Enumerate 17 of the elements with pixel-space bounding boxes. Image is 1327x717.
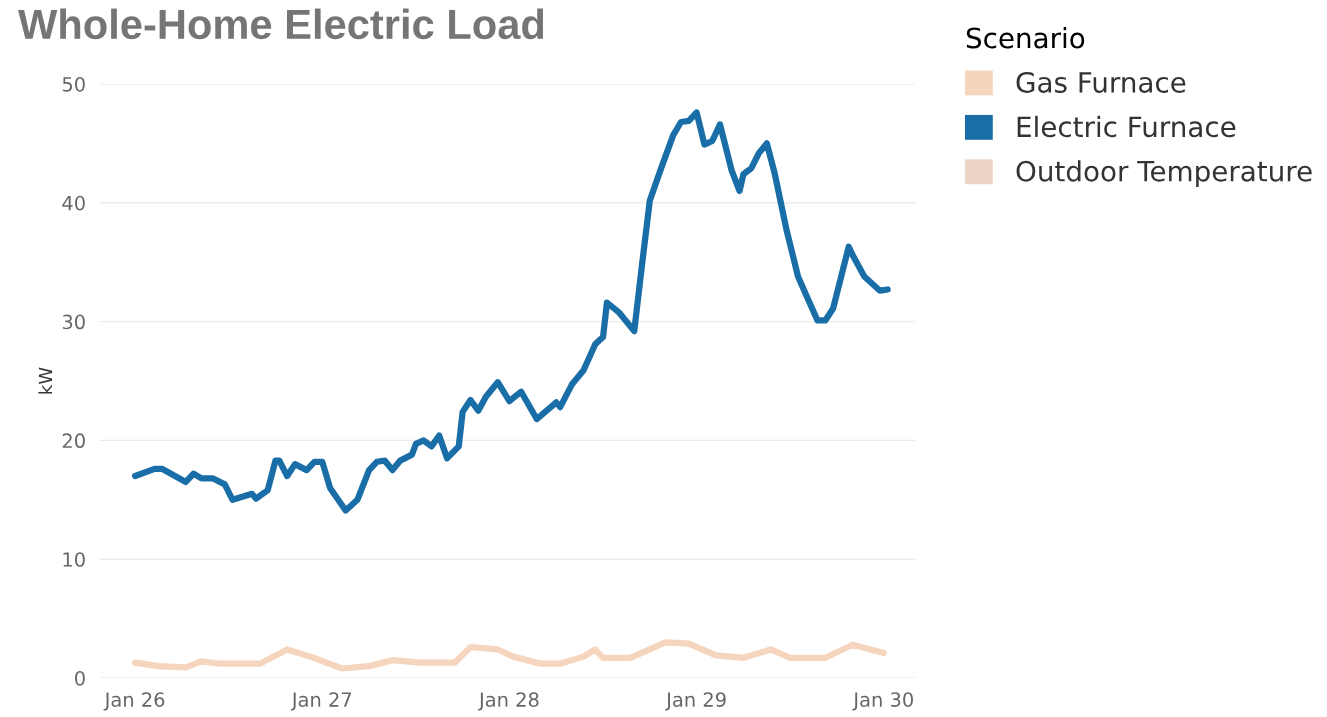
y-tick-label: 0: [75, 670, 85, 686]
legend-label: Gas Furnace: [1016, 71, 1186, 93]
x-tick-label: Jan 30: [852, 692, 913, 711]
x-tick-label: Jan 29: [665, 692, 726, 711]
x-tick-label: Jan 28: [478, 692, 539, 711]
y-tick-label: 10: [63, 552, 85, 567]
y-tick-label: 50: [62, 76, 85, 92]
y-axis-title: kW: [38, 367, 53, 394]
y-tick-label: 30: [62, 314, 85, 330]
x-tick-label: Jan 27: [290, 692, 352, 711]
legend-label: Outdoor Temperature: [1016, 160, 1312, 188]
legend-title: Scenario: [966, 27, 1085, 49]
y-tick-label: 40: [62, 195, 85, 211]
chart-title: Whole-Home Electric Load: [18, 8, 544, 40]
legend-label: Electric Furnace: [1017, 115, 1236, 138]
y-tick-label: 20: [62, 433, 85, 449]
x-tick-label: Jan 26: [103, 692, 165, 711]
